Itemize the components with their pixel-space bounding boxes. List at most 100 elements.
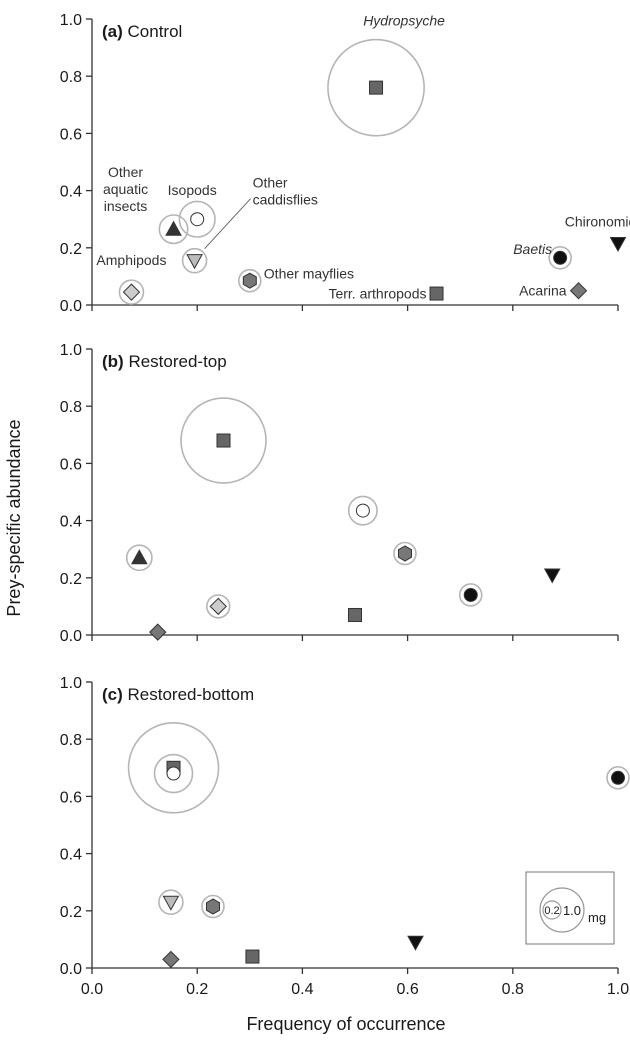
y-tick-label: 0.0 bbox=[60, 628, 82, 645]
mass-circle-amphipods bbox=[118, 279, 145, 305]
point-label-line: aquatic bbox=[103, 181, 148, 197]
point-label-line: Baetis bbox=[513, 241, 552, 257]
point-amphipods bbox=[122, 283, 141, 301]
point-hydropsyche bbox=[216, 433, 231, 448]
leader-line-other-caddisflies bbox=[204, 198, 251, 250]
point-label-other-caddisflies: Other caddisflies bbox=[253, 175, 318, 208]
y-tick-label: 0.6 bbox=[60, 126, 82, 143]
y-tick-label: 0.2 bbox=[60, 241, 82, 258]
mass-circle-other-caddisflies bbox=[181, 247, 208, 274]
mass-circle-baetis bbox=[548, 246, 572, 270]
point-label-baetis: Baetis bbox=[513, 241, 552, 257]
mass-circle-baetis bbox=[458, 583, 483, 607]
y-tick-label: 0.4 bbox=[60, 184, 82, 201]
point-label-chironomids: Chironomids bbox=[565, 214, 630, 230]
point-baetis bbox=[463, 587, 478, 602]
point-baetis bbox=[611, 770, 625, 785]
point-label-line: Amphipods bbox=[96, 252, 166, 268]
panel-letter: (a) bbox=[102, 22, 123, 41]
point-acarina bbox=[162, 950, 180, 969]
point-other-aquatic-insects bbox=[130, 549, 148, 565]
point-amphipods bbox=[209, 597, 227, 616]
y-tick-label: 0.8 bbox=[60, 69, 82, 86]
y-tick-label: 0.8 bbox=[60, 399, 82, 416]
point-chironomids bbox=[609, 237, 627, 253]
point-isopods bbox=[166, 766, 181, 781]
y-tick-label: 1.0 bbox=[60, 12, 82, 29]
point-isopods bbox=[355, 503, 370, 518]
x-tick-label: 0.4 bbox=[291, 981, 313, 998]
size-legend-value-large: 1.0 bbox=[563, 903, 581, 918]
panel-name: Restored-top bbox=[124, 352, 227, 371]
mass-circle-baetis bbox=[606, 766, 630, 790]
panel-name: Restored-bottom bbox=[123, 685, 254, 704]
x-tick-label: 0.0 bbox=[81, 981, 103, 998]
point-label-line: Other mayflies bbox=[264, 266, 354, 282]
point-acarina bbox=[149, 623, 167, 641]
y-tick-label: 0.4 bbox=[60, 514, 82, 531]
size-legend-unit: mg bbox=[588, 910, 606, 925]
y-tick-label: 0.0 bbox=[60, 961, 82, 978]
point-label-line: Acarina bbox=[519, 283, 567, 299]
y-tick-label: 0.4 bbox=[60, 847, 82, 864]
mass-circle-other-mayflies bbox=[238, 268, 262, 293]
panel-restored-top: 0.0 0.2 0.4 0.6 0.8 1.0 (b) Restored-top bbox=[60, 342, 619, 645]
mass-circle-hydropsyche bbox=[127, 721, 220, 814]
y-axis-title: Prey-specific abundance bbox=[4, 419, 24, 616]
mass-circle-other-mayflies bbox=[393, 541, 417, 566]
point-hydropsyche bbox=[369, 80, 384, 95]
point-label-line: Other bbox=[253, 175, 288, 191]
size-legend-circle-large bbox=[539, 887, 585, 933]
mass-circle-hydropsyche bbox=[327, 38, 425, 137]
point-acarina bbox=[569, 281, 588, 300]
mass-circle-other-aquatic-insects bbox=[125, 544, 153, 572]
x-tick-label: 1.0 bbox=[607, 981, 629, 998]
panel-title: (c) Restored-bottom bbox=[102, 685, 254, 704]
size-legend-value-small: 0.2 bbox=[544, 905, 559, 917]
point-label-line: Isopods bbox=[168, 182, 217, 198]
x-tick-label: 0.2 bbox=[186, 981, 208, 998]
y-tick-label: 0.8 bbox=[60, 732, 82, 749]
point-other-mayflies bbox=[206, 898, 220, 915]
mass-circle-other-mayflies bbox=[201, 894, 225, 919]
mass-circle-isopods bbox=[178, 200, 216, 238]
x-tick-label: 0.6 bbox=[396, 981, 418, 998]
point-chironomids bbox=[543, 568, 561, 584]
mass-circle-other-aquatic-insects bbox=[158, 214, 189, 245]
point-other-mayflies bbox=[398, 545, 412, 562]
mass-circle-isopods bbox=[153, 753, 194, 794]
point-label-line: caddisflies bbox=[253, 192, 318, 208]
x-axis-title: Frequency of occurrence bbox=[246, 1014, 445, 1034]
y-tick-label: 0.0 bbox=[60, 298, 82, 315]
point-baetis bbox=[553, 250, 568, 265]
point-label-acarina: Acarina bbox=[519, 283, 567, 299]
point-terr-arthropods bbox=[429, 286, 444, 301]
point-label-amphipods: Amphipods bbox=[96, 252, 166, 268]
point-other-aquatic-insects bbox=[165, 220, 182, 236]
panel-restored-bottom: 0.0 0.2 0.4 0.6 0.8 1.0 0.0 0.2 0.4 0.6 0.8 1.0 (c) … bbox=[60, 675, 630, 998]
mass-circle-hydropsyche bbox=[180, 397, 267, 484]
size-legend-circle-small bbox=[542, 900, 562, 920]
point-label-terr-arthropods: Terr. arthropods bbox=[328, 286, 426, 302]
point-label-other-mayflies: Other mayflies bbox=[264, 266, 354, 282]
point-other-mayflies bbox=[242, 272, 257, 289]
panel-title: (a) Control bbox=[102, 22, 182, 41]
point-label-line: Hydropsyche bbox=[363, 13, 445, 29]
point-label-hydropsyche: Hydropsyche bbox=[363, 13, 445, 29]
mass-circle-other-caddisflies bbox=[158, 889, 184, 916]
point-other-caddisflies bbox=[162, 895, 180, 911]
x-tick-label: 0.8 bbox=[502, 981, 524, 998]
y-tick-label: 0.2 bbox=[60, 904, 82, 921]
point-chironomids bbox=[407, 935, 424, 951]
y-tick-label: 0.6 bbox=[60, 789, 82, 806]
y-tick-label: 1.0 bbox=[60, 342, 82, 359]
mass-circle-amphipods bbox=[206, 594, 231, 619]
point-label-line: Terr. arthropods bbox=[328, 286, 426, 302]
point-other-caddisflies bbox=[186, 254, 203, 270]
point-terr-arthropods bbox=[348, 607, 362, 622]
point-terr-arthropods bbox=[245, 949, 260, 964]
panels-layer: 0.0 0.2 0.4 0.6 0.8 1.0 (a) Control Hydropsyche… bbox=[60, 12, 630, 998]
y-tick-label: 0.6 bbox=[60, 456, 82, 473]
